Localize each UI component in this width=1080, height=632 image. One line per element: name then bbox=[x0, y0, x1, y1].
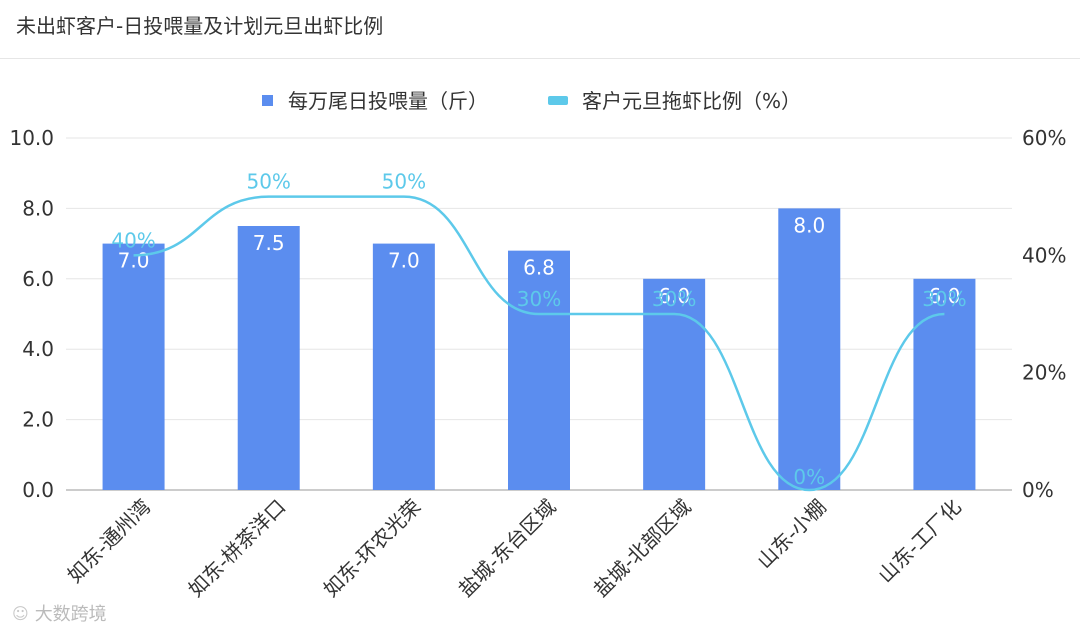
bar-value-label: 7.0 bbox=[118, 249, 150, 273]
x-tick-label: 盐城-东台区域 bbox=[454, 495, 561, 602]
x-tick-label: 山东-工厂化 bbox=[873, 495, 966, 588]
line-value-label: 30% bbox=[652, 287, 696, 311]
legend-line-swatch bbox=[548, 96, 568, 105]
left-tick-label: 0.0 bbox=[22, 478, 54, 502]
legend: 每万尾日投喂量（斤） 客户元旦拖虾比例（%） bbox=[262, 89, 801, 113]
footer: ☺ 大数跨境 bbox=[12, 600, 107, 626]
right-tick-label: 20% bbox=[1022, 361, 1066, 385]
legend-bar-swatch bbox=[262, 95, 273, 106]
right-tick-label: 40% bbox=[1022, 243, 1066, 267]
line-value-label: 0% bbox=[793, 465, 825, 489]
line-value-label: 40% bbox=[111, 228, 155, 252]
bar-value-label: 6.8 bbox=[523, 256, 555, 280]
title-divider bbox=[0, 58, 1080, 59]
right-tick-label: 60% bbox=[1022, 126, 1066, 150]
bar bbox=[508, 250, 570, 490]
left-axis-ticks: 0.0 2.0 4.0 6.0 8.0 10.0 bbox=[9, 126, 54, 502]
footer-text: 大数跨境 bbox=[34, 604, 107, 625]
bar-value-label: 6.0 bbox=[658, 284, 690, 308]
bar-value-label: 8.0 bbox=[793, 213, 825, 237]
bar-series bbox=[102, 208, 976, 490]
bar-value-label: 7.0 bbox=[388, 249, 420, 273]
line-data-labels: 40% 50% 50% 30% 30% 0% 30% bbox=[111, 170, 966, 489]
bar-value-label: 7.5 bbox=[253, 231, 285, 255]
left-tick-label: 4.0 bbox=[22, 337, 54, 361]
line-value-label: 30% bbox=[922, 287, 966, 311]
bar-value-label: 6.0 bbox=[929, 284, 961, 308]
x-tick-label: 山东-小棚 bbox=[752, 495, 831, 574]
line-series bbox=[133, 195, 945, 492]
bar bbox=[778, 208, 841, 490]
line-value-label: 50% bbox=[382, 170, 426, 194]
line-value-label: 30% bbox=[517, 287, 561, 311]
left-tick-label: 10.0 bbox=[9, 126, 54, 150]
x-tick-label: 盐城-北部区域 bbox=[589, 495, 696, 602]
chart-title: 未出虾客户-日投喂量及计划元旦出虾比例 bbox=[16, 14, 384, 38]
line-path bbox=[133, 195, 945, 492]
left-tick-label: 2.0 bbox=[22, 408, 54, 432]
chat-bubble-icon: ☺ bbox=[12, 603, 29, 623]
legend-line-label: 客户元旦拖虾比例（%） bbox=[582, 89, 801, 113]
bar-data-labels: 7.0 7.5 7.0 6.8 6.0 8.0 6.0 bbox=[118, 213, 961, 307]
left-tick-label: 8.0 bbox=[22, 196, 54, 220]
line-value-label: 50% bbox=[246, 170, 290, 194]
legend-bar-label: 每万尾日投喂量（斤） bbox=[288, 89, 488, 113]
x-axis-labels: 如东-通州湾 如东-栟茶洋口 如东-环农光荣 盐城-东台区域 盐城-北部区域 山东-小棚山… bbox=[62, 495, 966, 602]
left-tick-label: 6.0 bbox=[22, 267, 54, 291]
x-tick-label: 如东-通州湾 bbox=[62, 495, 155, 588]
right-tick-label: 0% bbox=[1022, 478, 1054, 502]
bar bbox=[102, 243, 165, 490]
bar bbox=[372, 243, 435, 490]
bar bbox=[237, 226, 300, 490]
x-tick-label: 如东-环农光荣 bbox=[318, 495, 425, 602]
right-axis-ticks: 0% 20% 40% 60% bbox=[1022, 126, 1066, 502]
x-tick-label: 如东-栟茶洋口 bbox=[183, 495, 290, 602]
